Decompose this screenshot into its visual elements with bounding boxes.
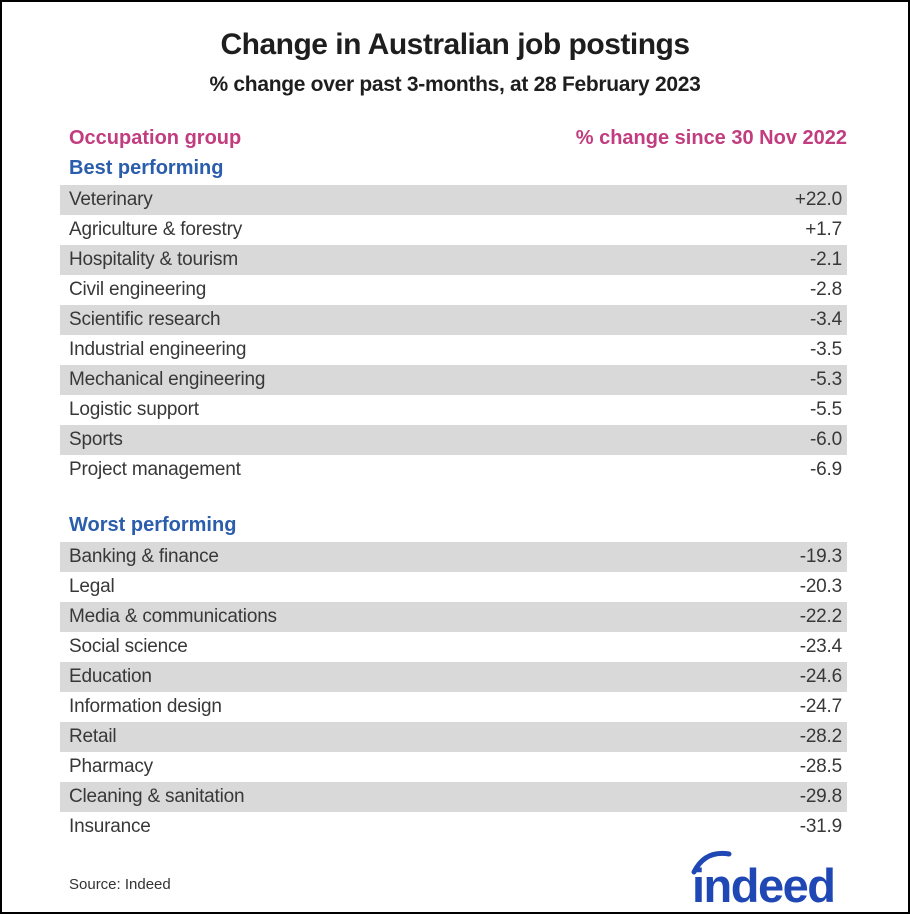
- occupation-label: Retail: [69, 726, 117, 747]
- table-row: Retail -28.2: [60, 722, 847, 752]
- table-row: Media & communications -22.2: [60, 602, 847, 632]
- table-row: Education -24.6: [60, 662, 847, 692]
- table-row: Legal -20.3: [60, 572, 847, 602]
- table-row: Insurance -31.9: [60, 812, 847, 842]
- occupation-label: Insurance: [69, 816, 151, 837]
- indeed-logo: indeed: [691, 850, 836, 907]
- table-row: Social science -23.4: [60, 632, 847, 662]
- occupation-label: Pharmacy: [69, 756, 153, 777]
- table-header-row: Occupation group % change since 30 Nov 2…: [60, 127, 847, 150]
- change-value: -28.5: [799, 756, 843, 777]
- occupation-label: Mechanical engineering: [69, 369, 266, 390]
- table-row: Pharmacy -28.5: [60, 752, 847, 782]
- footer: Source: Indeed indeed: [60, 845, 847, 907]
- table-row: Veterinary +22.0: [60, 185, 847, 215]
- table-row: Cleaning & sanitation -29.8: [60, 782, 847, 812]
- occupation-label: Hospitality & tourism: [69, 249, 238, 270]
- occupation-label: Banking & finance: [69, 546, 219, 567]
- table-section: Worst performing Banking & finance -19.3 Le…: [60, 514, 847, 842]
- table-row: Industrial engineering -3.5: [60, 335, 847, 365]
- change-value: -6.0: [810, 429, 842, 450]
- table: Occupation group % change since 30 Nov 2…: [60, 127, 847, 907]
- change-value: -23.4: [799, 636, 843, 657]
- change-value: -22.2: [799, 606, 843, 627]
- table-row: Logistic support -5.5: [60, 395, 847, 425]
- table-body: Best performing Veterinary +22.0 Agricultur…: [60, 157, 847, 842]
- table-row: Civil engineering -2.8: [60, 275, 847, 305]
- occupation-label: Project management: [69, 459, 241, 480]
- table-row: Sports -6.0: [60, 425, 847, 455]
- change-value: -28.2: [799, 726, 843, 747]
- occupation-label: Information design: [69, 696, 222, 717]
- occupation-label: Agriculture & forestry: [69, 219, 242, 240]
- table-row: Agriculture & forestry +1.7: [60, 215, 847, 245]
- change-value: -3.5: [810, 339, 842, 360]
- occupation-label: Education: [69, 666, 152, 687]
- section-rows: Veterinary +22.0 Agriculture & forestry +1.…: [60, 185, 847, 485]
- indeed-logo-arc-icon: [691, 850, 732, 875]
- occupation-label: Logistic support: [69, 399, 199, 420]
- change-value: -5.5: [810, 399, 842, 420]
- table-row: Banking & finance -19.3: [60, 542, 847, 572]
- source-note: Source: Indeed: [69, 876, 171, 893]
- section-label: Worst performing: [69, 514, 237, 536]
- table-row: Mechanical engineering -5.3: [60, 365, 847, 395]
- indeed-logo-wordmark: indeed: [692, 859, 834, 907]
- page-title: Change in Australian job postings: [220, 28, 690, 61]
- change-value: -20.3: [799, 576, 843, 597]
- table-row: Hospitality & tourism -2.1: [60, 245, 847, 275]
- occupation-label: Industrial engineering: [69, 339, 247, 360]
- change-value: +1.7: [805, 219, 842, 240]
- table-section: Best performing Veterinary +22.0 Agricultur…: [60, 157, 847, 485]
- occupation-label: Social science: [69, 636, 188, 657]
- occupation-label: Sports: [69, 429, 123, 450]
- section-label: Best performing: [69, 157, 224, 179]
- occupation-label: Media & communications: [69, 606, 277, 627]
- table-row: Information design -24.7: [60, 692, 847, 722]
- column-header-change: % change since 30 Nov 2022: [575, 127, 847, 149]
- change-value: -24.6: [799, 666, 843, 687]
- occupation-label: Veterinary: [69, 189, 153, 210]
- page-subtitle: % change over past 3-months, at 28 Febru…: [209, 73, 701, 96]
- change-value: -24.7: [799, 696, 843, 717]
- table-row: Project management -6.9: [60, 455, 847, 485]
- column-header-occupation: Occupation group: [69, 127, 242, 149]
- change-value: -19.3: [799, 546, 843, 567]
- occupation-label: Scientific research: [69, 309, 221, 330]
- section-rows: Banking & finance -19.3 Legal -20.3 Media & …: [60, 542, 847, 842]
- change-value: -29.8: [799, 786, 843, 807]
- change-value: -2.8: [810, 279, 842, 300]
- change-value: -6.9: [810, 459, 842, 480]
- table-row: Scientific research -3.4: [60, 305, 847, 335]
- change-value: -5.3: [810, 369, 842, 390]
- change-value: -3.4: [810, 309, 842, 330]
- occupation-label: Legal: [69, 576, 115, 597]
- occupation-label: Cleaning & sanitation: [69, 786, 245, 807]
- change-value: +22.0: [794, 189, 842, 210]
- occupation-label: Civil engineering: [69, 279, 207, 300]
- change-value: -31.9: [799, 816, 843, 837]
- change-value: -2.1: [810, 249, 842, 270]
